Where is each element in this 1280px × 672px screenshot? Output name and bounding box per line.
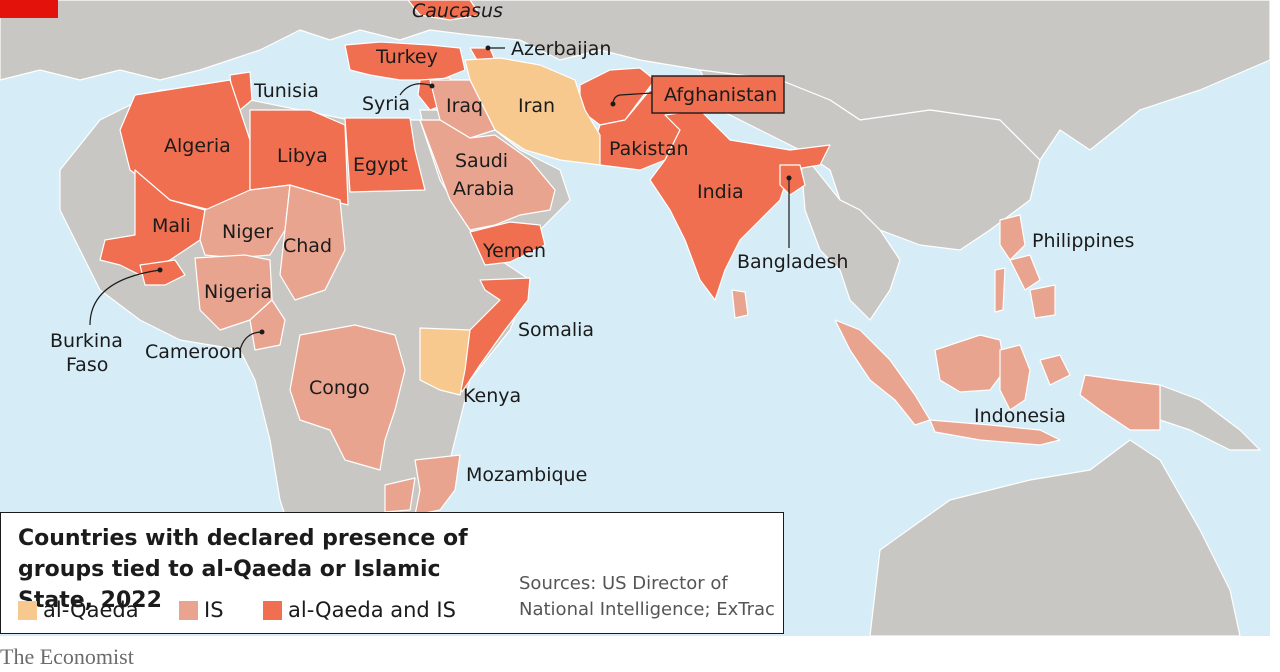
legend-swatch-is bbox=[179, 600, 198, 620]
label-libya: Libya bbox=[277, 145, 328, 167]
label-saudi-1: Saudi bbox=[455, 150, 508, 172]
label-syria: Syria bbox=[362, 93, 410, 115]
dot-burkina bbox=[157, 267, 163, 273]
land-se-asia bbox=[799, 149, 901, 321]
label-indonesia: Indonesia bbox=[974, 405, 1066, 427]
country-congo bbox=[289, 324, 406, 471]
country-egypt bbox=[344, 117, 426, 193]
label-philippines: Philippines bbox=[1032, 230, 1134, 252]
label-cameroon: Cameroon bbox=[145, 341, 243, 363]
land-europe bbox=[0, 0, 1270, 161]
country-india bbox=[649, 109, 831, 301]
country-bangladesh bbox=[779, 164, 806, 196]
source-note: Sources: US Director of National Intelli… bbox=[519, 573, 775, 620]
country-south-africa-edge bbox=[384, 477, 416, 513]
country-mali bbox=[99, 169, 206, 276]
country-yemen bbox=[469, 221, 546, 266]
label-azerbaijan: Azerbaijan bbox=[511, 38, 611, 60]
leader-syria bbox=[399, 83, 431, 96]
country-philippines bbox=[994, 214, 1056, 319]
dot-cameroon bbox=[259, 329, 265, 335]
afghanistan-label-box bbox=[651, 75, 785, 114]
leader-burkina bbox=[89, 269, 161, 326]
legend-label-both: al-Qaeda and IS bbox=[288, 598, 456, 622]
label-tunisia: Tunisia bbox=[253, 80, 319, 102]
legend-item-is: IS bbox=[179, 597, 224, 623]
dot-afghanistan bbox=[610, 101, 616, 107]
country-sri-lanka bbox=[731, 289, 749, 319]
legend-label-al-qaeda: al-Qaeda bbox=[43, 598, 139, 622]
label-turkey: Turkey bbox=[375, 46, 438, 68]
label-niger: Niger bbox=[222, 221, 273, 243]
country-burkina-faso bbox=[139, 259, 186, 286]
label-india: India bbox=[697, 181, 744, 203]
label-pakistan: Pakistan bbox=[609, 138, 689, 160]
brand-accent-bar bbox=[0, 0, 58, 18]
country-turkey bbox=[344, 41, 466, 81]
legend-box: Countries with declared presence of grou… bbox=[0, 512, 784, 634]
map: Caucasus Turkey Azerbaijan Tunisia Syria… bbox=[0, 0, 1270, 636]
label-bangladesh: Bangladesh bbox=[737, 251, 848, 273]
label-iran: Iran bbox=[518, 95, 555, 117]
label-mozambique: Mozambique bbox=[466, 464, 587, 486]
country-niger bbox=[199, 184, 291, 259]
label-nigeria: Nigeria bbox=[204, 281, 272, 303]
chart-title: Countries with declared presence of grou… bbox=[18, 526, 468, 613]
label-burkina-2: Faso bbox=[66, 354, 108, 376]
label-caucasus: Caucasus bbox=[412, 0, 503, 22]
country-saudi-arabia bbox=[419, 119, 556, 231]
dot-bangladesh bbox=[786, 175, 792, 181]
land-australia bbox=[869, 439, 1241, 636]
label-algeria: Algeria bbox=[164, 135, 231, 157]
country-indonesia bbox=[834, 319, 1161, 446]
legend-item-al-qaeda: al-Qaeda bbox=[18, 597, 139, 623]
label-somalia: Somalia bbox=[518, 319, 594, 341]
legend-label-is: IS bbox=[204, 598, 224, 622]
label-mali: Mali bbox=[152, 215, 191, 237]
label-saudi-2: Arabia bbox=[453, 178, 514, 200]
label-egypt: Egypt bbox=[353, 154, 408, 176]
country-somalia bbox=[454, 277, 531, 393]
label-kenya: Kenya bbox=[463, 385, 521, 407]
map-svg: Caucasus Turkey Azerbaijan Tunisia Syria… bbox=[0, 0, 1270, 636]
label-chad: Chad bbox=[283, 235, 332, 257]
country-cameroon bbox=[249, 299, 286, 351]
country-chad bbox=[279, 184, 346, 301]
label-congo: Congo bbox=[309, 377, 370, 399]
country-mozambique bbox=[414, 454, 461, 516]
legend-swatch-both bbox=[263, 600, 282, 620]
label-afghanistan: Afghanistan bbox=[664, 84, 777, 106]
dot-syria bbox=[429, 83, 435, 89]
land-png bbox=[1159, 384, 1261, 451]
brand-name: The Economist bbox=[0, 644, 134, 669]
label-iraq: Iraq bbox=[446, 95, 483, 117]
legend-item-both: al-Qaeda and IS bbox=[263, 597, 456, 623]
label-yemen: Yemen bbox=[482, 240, 546, 262]
label-burkina-1: Burkina bbox=[50, 330, 123, 352]
leader-cameroon bbox=[239, 331, 263, 351]
country-kenya bbox=[419, 327, 471, 396]
legend-swatch-al-qaeda bbox=[18, 600, 37, 620]
country-caucasus-region bbox=[407, 0, 481, 21]
dot-azerbaijan bbox=[485, 45, 491, 51]
